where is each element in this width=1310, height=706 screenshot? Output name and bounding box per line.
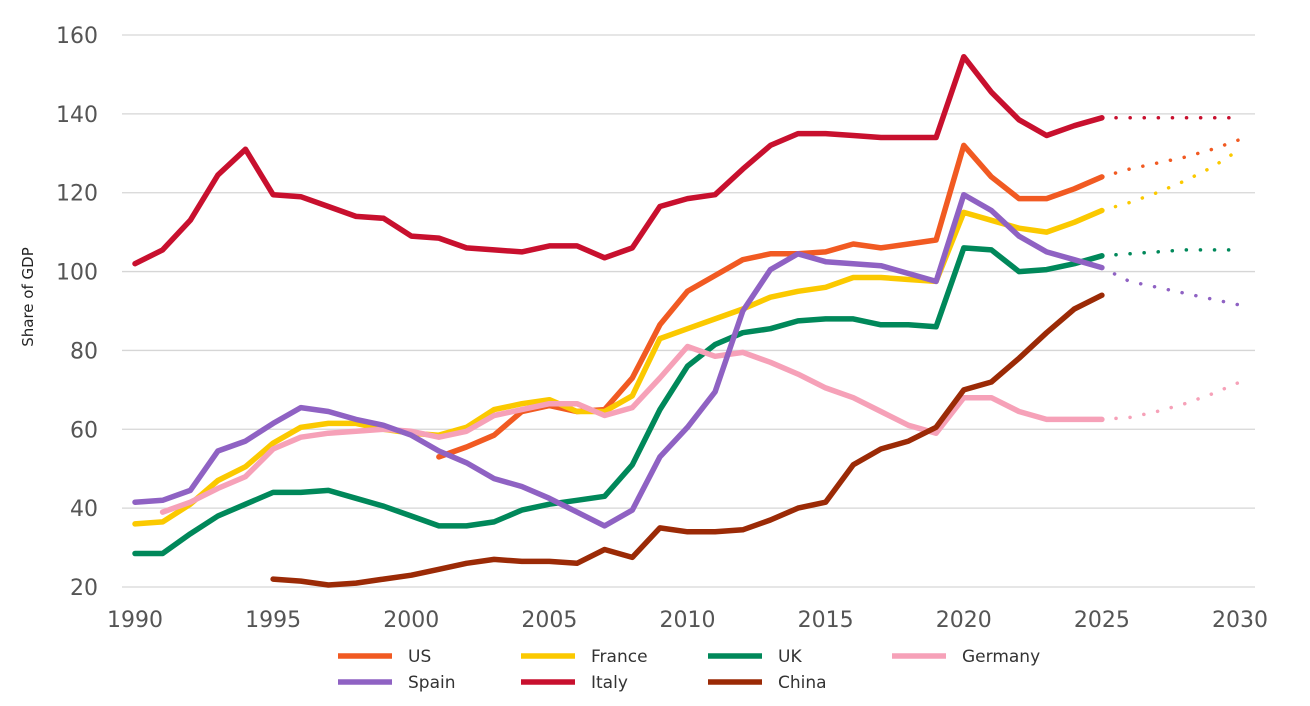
x-tick-label: 2020 bbox=[936, 608, 992, 633]
x-tick-label: 2005 bbox=[521, 608, 577, 633]
y-tick-label: 20 bbox=[70, 576, 98, 601]
y-tick-label: 80 bbox=[70, 339, 98, 364]
projection-line-spain bbox=[1100, 265, 1242, 307]
x-tick-label: 2025 bbox=[1074, 608, 1130, 633]
legend-item-china: China bbox=[708, 673, 827, 693]
projection-line-france bbox=[1100, 147, 1242, 213]
series-spain bbox=[132, 191, 1242, 529]
projection-line-germany bbox=[1100, 380, 1242, 422]
y-axis-ticks: 20 40 60 80 100 120 140 160 bbox=[56, 24, 98, 601]
x-tick-label: 2030 bbox=[1212, 608, 1268, 633]
legend: US France UK Germany Spain Italy China bbox=[338, 647, 1040, 693]
series-line-uk bbox=[132, 245, 1105, 557]
series-lines bbox=[132, 53, 1242, 588]
series-china bbox=[270, 292, 1105, 588]
legend-label: US bbox=[408, 647, 431, 667]
series-uk bbox=[132, 245, 1242, 557]
y-tick-label: 120 bbox=[56, 182, 98, 207]
projection-line-us bbox=[1100, 137, 1242, 179]
legend-item-germany: Germany bbox=[892, 647, 1040, 667]
legend-item-us: US bbox=[338, 647, 431, 667]
legend-label: France bbox=[591, 647, 648, 667]
y-tick-label: 40 bbox=[70, 497, 98, 522]
series-line-germany bbox=[159, 343, 1105, 515]
y-tick-label: 140 bbox=[56, 103, 98, 128]
x-tick-label: 2015 bbox=[798, 608, 854, 633]
gridlines bbox=[122, 34, 1255, 588]
x-tick-label: 1995 bbox=[245, 608, 301, 633]
series-italy bbox=[132, 53, 1242, 267]
legend-label: Italy bbox=[591, 673, 628, 693]
legend-item-spain: Spain bbox=[338, 673, 456, 693]
x-tick-label: 2010 bbox=[660, 608, 716, 633]
projection-line-uk bbox=[1100, 248, 1242, 258]
series-line-italy bbox=[132, 53, 1105, 267]
y-tick-label: 100 bbox=[56, 261, 98, 286]
legend-label: China bbox=[778, 673, 827, 693]
series-germany bbox=[159, 343, 1242, 515]
y-tick-label: 60 bbox=[70, 418, 98, 443]
y-axis-label: Share of GDP bbox=[19, 247, 37, 347]
x-tick-label: 1990 bbox=[107, 608, 163, 633]
legend-item-uk: UK bbox=[708, 647, 802, 667]
series-france bbox=[132, 147, 1242, 527]
x-axis-ticks: 1990 1995 2000 2005 2010 2015 2020 2025 2030 bbox=[107, 608, 1268, 633]
series-line-spain bbox=[132, 191, 1105, 529]
legend-label: Germany bbox=[962, 647, 1040, 667]
legend-label: UK bbox=[778, 647, 802, 667]
legend-item-italy: Italy bbox=[521, 673, 628, 693]
series-line-china bbox=[270, 292, 1105, 588]
legend-item-france: France bbox=[521, 647, 648, 667]
series-us bbox=[436, 137, 1242, 460]
x-tick-label: 2000 bbox=[383, 608, 439, 633]
legend-label: Spain bbox=[408, 673, 456, 693]
y-tick-label: 160 bbox=[56, 24, 98, 49]
